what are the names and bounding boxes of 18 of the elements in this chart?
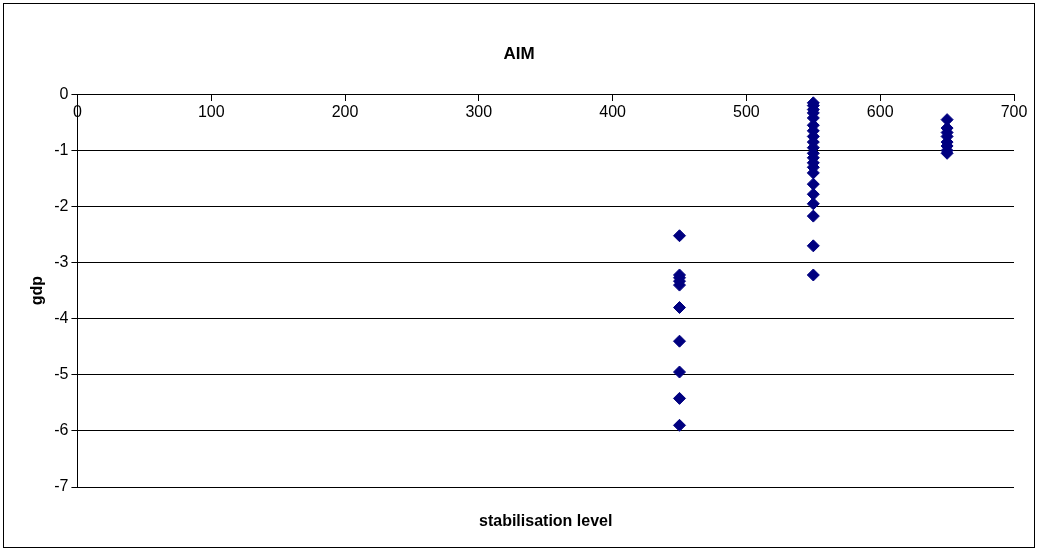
x-tick-label: 700: [1000, 103, 1028, 121]
chart-title: AIM: [503, 43, 535, 63]
y-axis-title: gdp: [28, 275, 46, 306]
x-tick-label: 600: [866, 103, 894, 121]
y-tick-label: -6: [54, 421, 69, 439]
y-tick-label: -1: [54, 140, 69, 158]
y-tick-label: -4: [54, 309, 69, 327]
y-tick-label: 0: [59, 84, 69, 102]
y-tick-label: -3: [54, 253, 69, 271]
y-tick-label: -7: [54, 477, 69, 495]
x-tick-label: 400: [599, 103, 627, 121]
x-tick-label: 200: [331, 103, 359, 121]
x-tick-label: 300: [465, 103, 493, 121]
y-tick-label: -5: [54, 365, 69, 383]
x-axis-title: stabilisation level: [479, 512, 613, 530]
x-tick-label: 500: [733, 103, 760, 121]
x-tick-label: 100: [197, 103, 225, 121]
y-tick-label: -2: [54, 196, 69, 214]
